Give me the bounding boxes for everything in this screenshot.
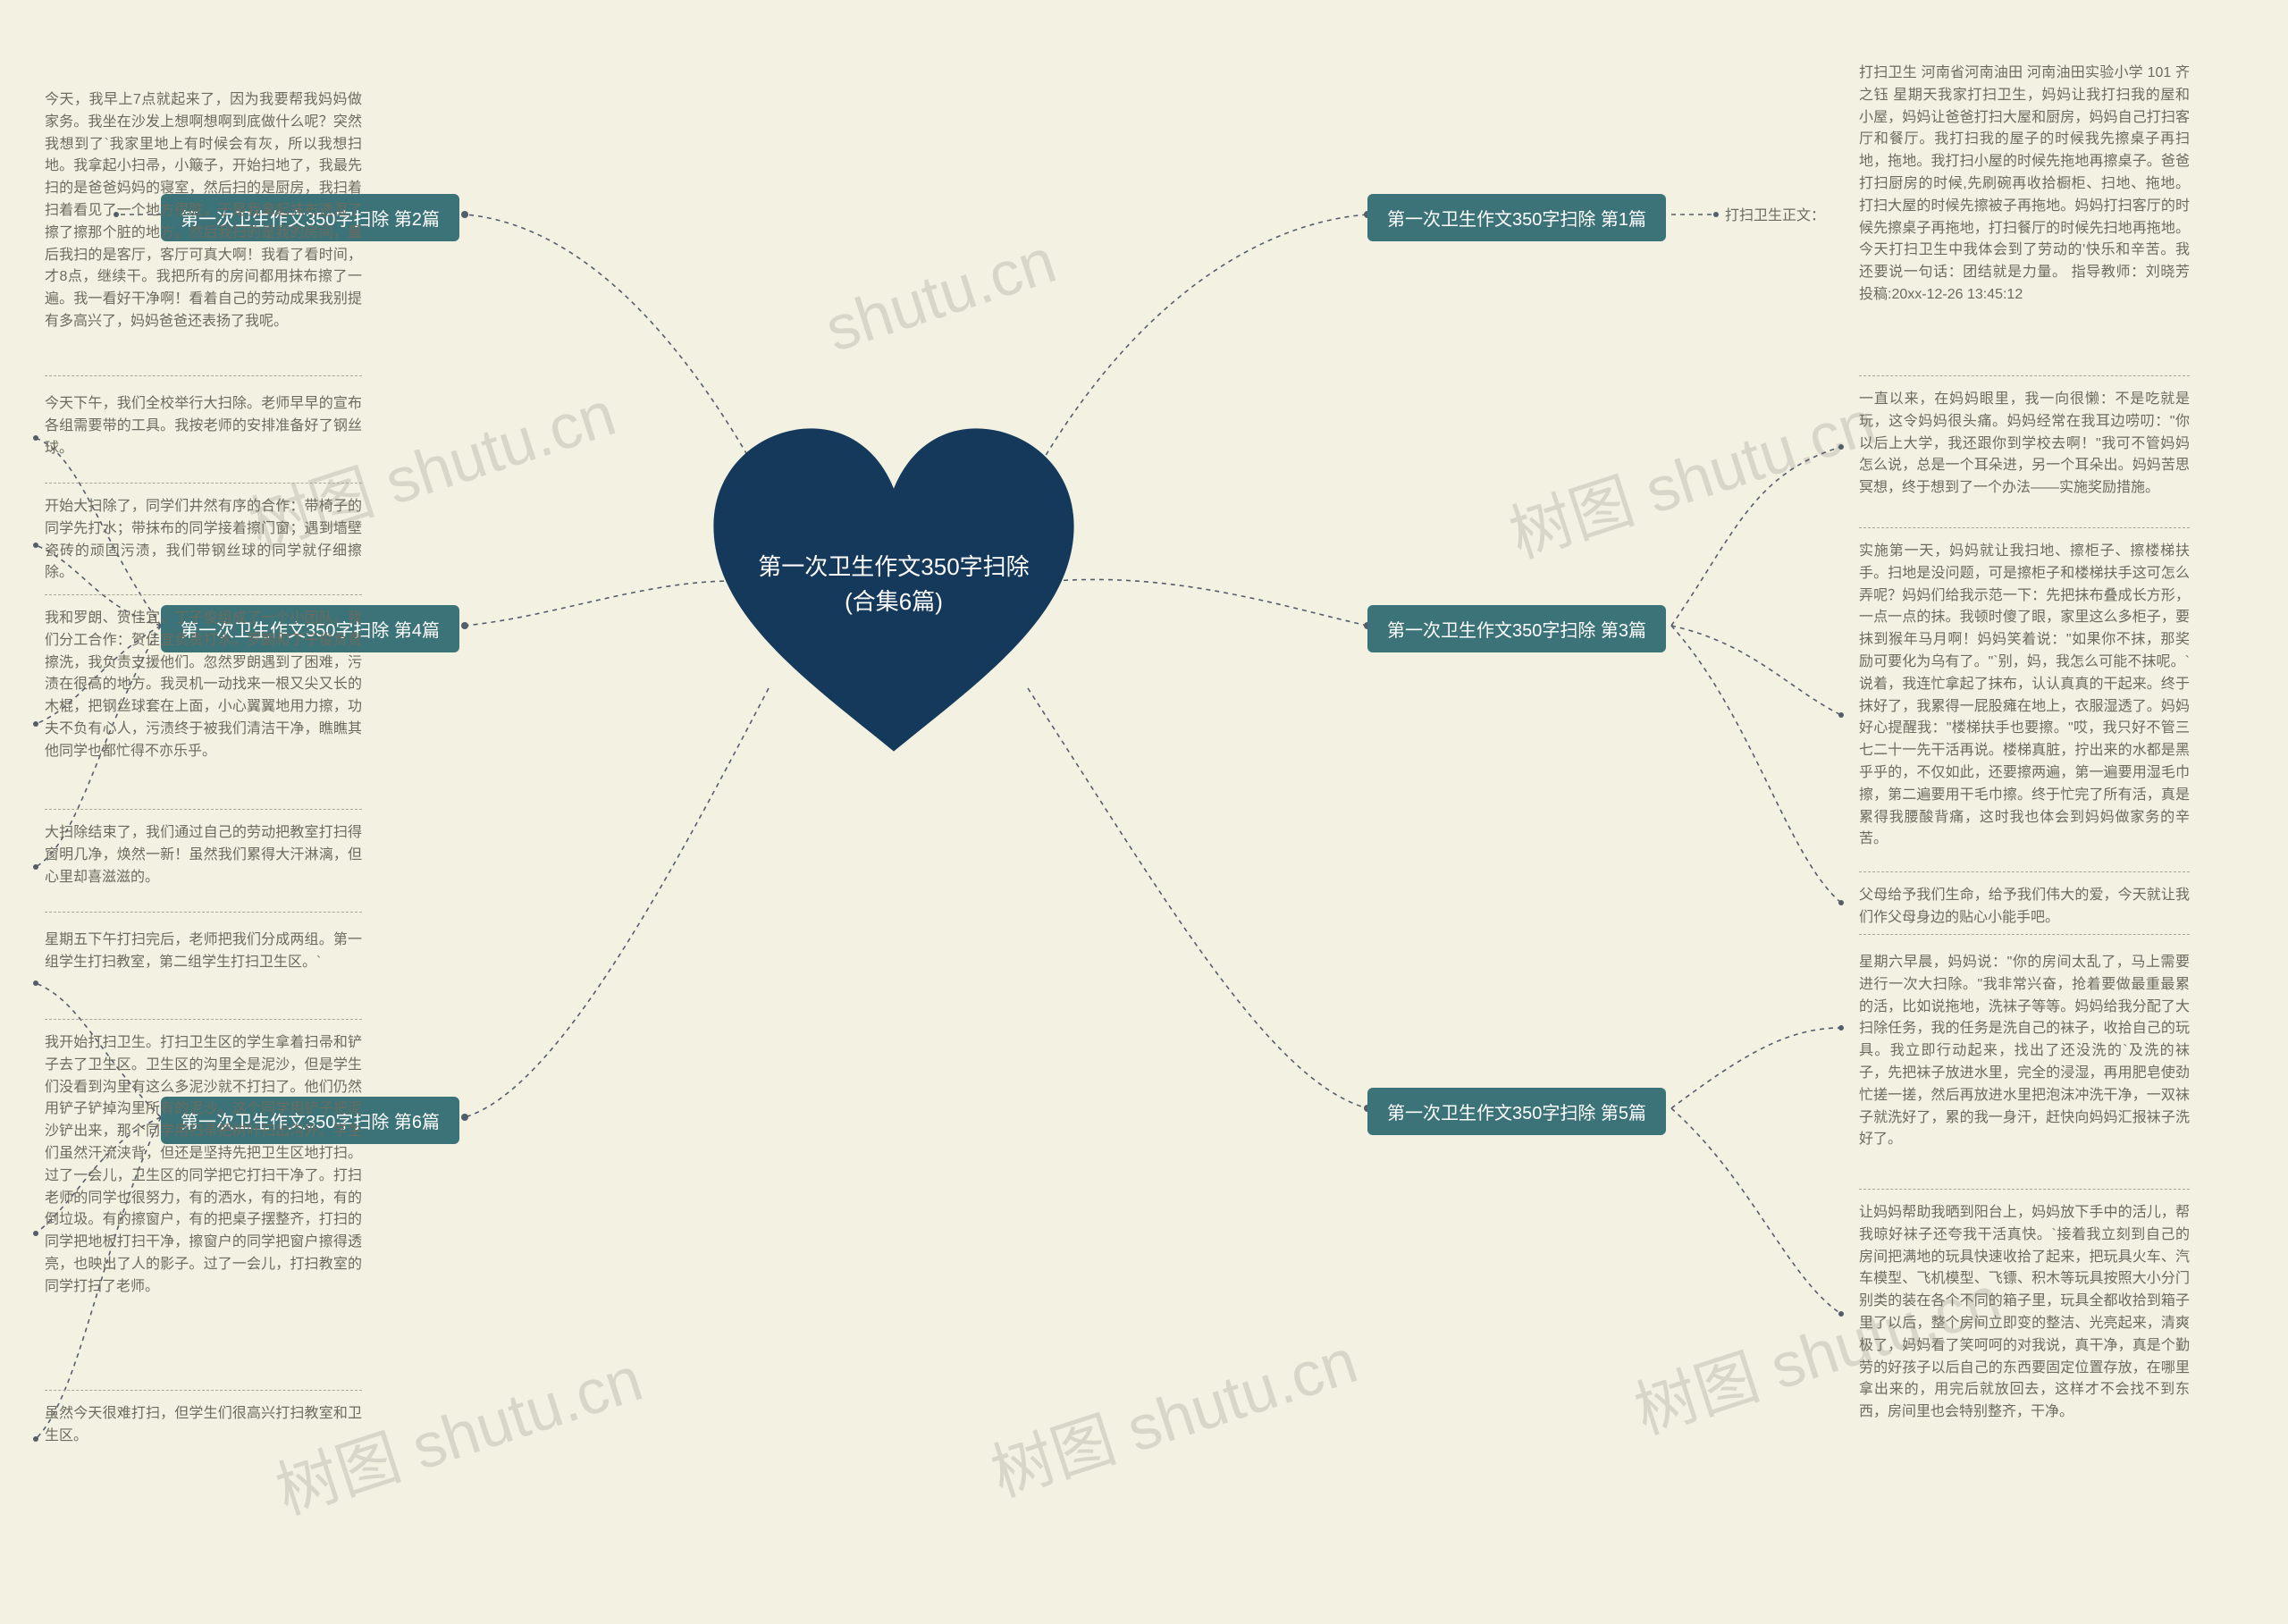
branch-1-node[interactable]: 第一次卫生作文350字扫除 第1篇 bbox=[1367, 194, 1666, 241]
branch-5-desc-2: 让妈妈帮助我晒到阳台上，妈妈放下手中的活儿，帮我晾好袜子还夸我干活真快。`接着我… bbox=[1859, 1202, 2190, 1424]
sep bbox=[45, 375, 362, 377]
branch-6-desc-3: 虽然今天很难打扫，但学生们很高兴打扫教室和卫生区。 bbox=[45, 1403, 362, 1448]
branch-4-desc-2: 开始大扫除了，同学们井然有序的合作：带椅子的同学先打水；带抹布的同学接着擦门窗；… bbox=[45, 496, 362, 585]
branch-3-desc-1: 一直以来，在妈妈眼里，我一向很懒：不是吃就是玩，这令妈妈很头痛。妈妈经常在我耳边… bbox=[1859, 389, 2190, 500]
sep bbox=[45, 809, 362, 811]
branch-5-desc-1: 星期六早晨，妈妈说："你的房间太乱了，马上需要进行一次大扫除。"我非常兴奋，抢着… bbox=[1859, 952, 2190, 1151]
sep bbox=[1859, 527, 2190, 529]
sep bbox=[45, 1019, 362, 1021]
branch-1-intro: 打扫卫生正文： bbox=[1725, 206, 1841, 228]
sep bbox=[45, 483, 362, 484]
mindmap-canvas: 树图 shutu.cn 树图 shutu.cn shutu.cn 树图 shut… bbox=[0, 0, 2288, 1624]
branch-4-desc-1: 今天下午，我们全校举行大扫除。老师早早的宣布各组需要带的工具。我按老师的安排准备… bbox=[45, 393, 362, 459]
sep bbox=[1859, 871, 2190, 873]
branch-4-desc-4: 大扫除结束了，我们通过自己的劳动把教室打扫得窗明几净，焕然一新！虽然我们累得大汗… bbox=[45, 822, 362, 888]
branch-3-desc-3: 父母给予我们生命，给予我们伟大的爱，今天就让我们作父母身边的贴心小能手吧。 bbox=[1859, 885, 2190, 930]
watermark: 树图 shutu.cn bbox=[979, 1311, 1367, 1514]
center-title: 第一次卫生作文350字扫除(合集6篇) bbox=[751, 550, 1037, 619]
branch-4-desc-3: 我和罗朗、贺佳宜、丁子俊组成了一个小团队。我们分工合作：贺佳宜负责打水，罗朗和丁… bbox=[45, 608, 362, 763]
branch-6-desc-2: 我开始打扫卫生。打扫卫生区的学生拿着扫帚和铲子去了卫生区。卫生区的沟里全是泥沙，… bbox=[45, 1032, 362, 1299]
sep bbox=[45, 912, 362, 913]
branch-1-desc: 打扫卫生 河南省河南油田 河南油田实验小学 101 齐之钰 星期天我家打扫卫生，… bbox=[1859, 63, 2190, 307]
sep bbox=[1859, 375, 2190, 377]
center-heart: 第一次卫生作文350字扫除(合集6篇) bbox=[706, 420, 1081, 760]
branch-2-desc: 今天，我早上7点就起来了，因为我要帮我妈妈做家务。我坐在沙发上想啊想啊到底做什么… bbox=[45, 89, 362, 333]
branch-3-node[interactable]: 第一次卫生作文350字扫除 第3篇 bbox=[1367, 605, 1666, 652]
sep bbox=[1859, 934, 2190, 936]
watermark: 树图 shutu.cn bbox=[1497, 373, 1886, 576]
sep bbox=[45, 1390, 362, 1392]
watermark: shutu.cn bbox=[817, 224, 1064, 366]
branch-3-desc-2: 实施第一天，妈妈就让我扫地、擦柜子、擦楼梯扶手。扫地是没问题，可是擦柜子和楼梯扶… bbox=[1859, 541, 2190, 851]
branch-5-node[interactable]: 第一次卫生作文350字扫除 第5篇 bbox=[1367, 1088, 1666, 1135]
sep bbox=[1859, 1189, 2190, 1191]
branch-6-desc-1: 星期五下午打扫完后，老师把我们分成两组。第一组学生打扫教室，第二组学生打扫卫生区… bbox=[45, 930, 362, 974]
sep bbox=[45, 594, 362, 596]
